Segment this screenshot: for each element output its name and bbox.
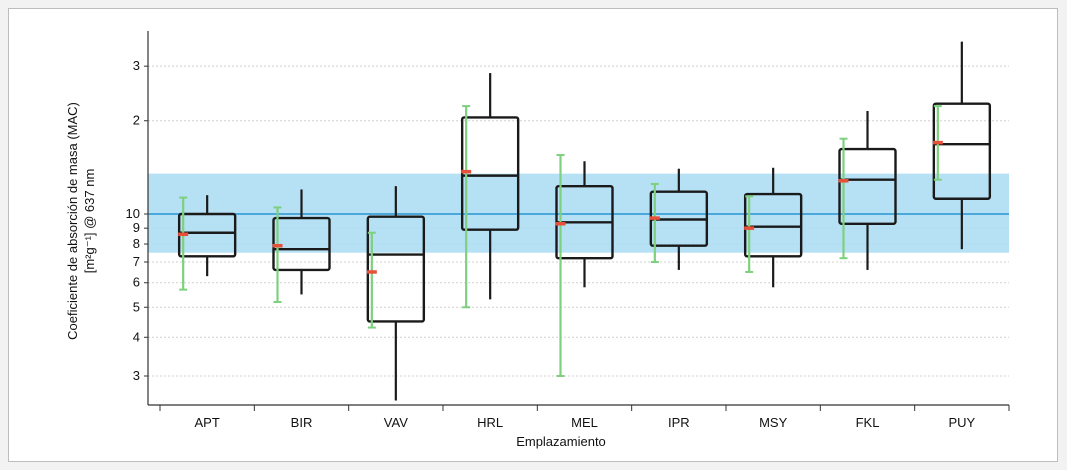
std-bar-fkl [838, 137, 849, 260]
std-bar-puy [932, 105, 943, 181]
std-bar-ipr [649, 182, 660, 263]
y-tick-label: 2 [133, 113, 140, 128]
y-tick-label: 3 [133, 58, 140, 73]
std-layer [178, 105, 943, 377]
box-puy [932, 41, 992, 250]
std-bar-vav [366, 231, 377, 329]
box-vav [366, 186, 426, 401]
chart-frame: 3 4 5 6 7 8 9 10 2 3 APT BIR VAV HRL MEL IPR MSY FKL PUY E… [8, 8, 1058, 462]
x-tick-label-msy: MSY [759, 415, 788, 430]
x-tick-label-vav: VAV [384, 415, 408, 430]
y-tick-label: 6 [133, 275, 140, 290]
box-iqr [932, 102, 992, 200]
y-tick-label: 4 [133, 329, 140, 344]
x-tick-label-hrl: HRL [477, 415, 503, 430]
y-axis-title-line2: [m²g⁻¹] @ 637 nm [82, 169, 97, 274]
x-axis-title: Emplazamiento [516, 434, 606, 449]
box-iqr [366, 215, 426, 323]
box-iqr [743, 192, 803, 258]
y-tick-label: 9 [133, 220, 140, 235]
box-iqr [838, 147, 897, 225]
std-bar-msy [744, 195, 755, 273]
y-tick-label: 7 [133, 254, 140, 269]
x-tick-label-ipr: IPR [668, 415, 690, 430]
x-tick-label-apt: APT [195, 415, 220, 430]
box-fkl [838, 111, 897, 270]
std-bar-apt [178, 196, 189, 291]
y-tick-label: 8 [133, 236, 140, 251]
box-iqr [460, 116, 520, 231]
x-tick-label-mel: MEL [571, 415, 598, 430]
x-tick-label-puy: PUY [948, 415, 975, 430]
y-tick-label: 10 [126, 206, 140, 221]
box-layer [177, 41, 992, 401]
x-tick-label-fkl: FKL [856, 415, 880, 430]
box-hrl [460, 73, 520, 300]
y-axis-title-line1: Coeficiente de absorción de masa (MAC) [65, 102, 80, 340]
std-bar-mel [555, 154, 566, 377]
std-bar-bir [272, 206, 283, 303]
y-tick-label: 3 [133, 368, 140, 383]
y-tick-label: 5 [133, 299, 140, 314]
box-msy [743, 167, 803, 288]
std-bar-hrl [461, 105, 472, 309]
label-layer: Emplazamiento Coeficiente de absorción d… [65, 102, 606, 449]
x-tick-label-bir: BIR [291, 415, 313, 430]
